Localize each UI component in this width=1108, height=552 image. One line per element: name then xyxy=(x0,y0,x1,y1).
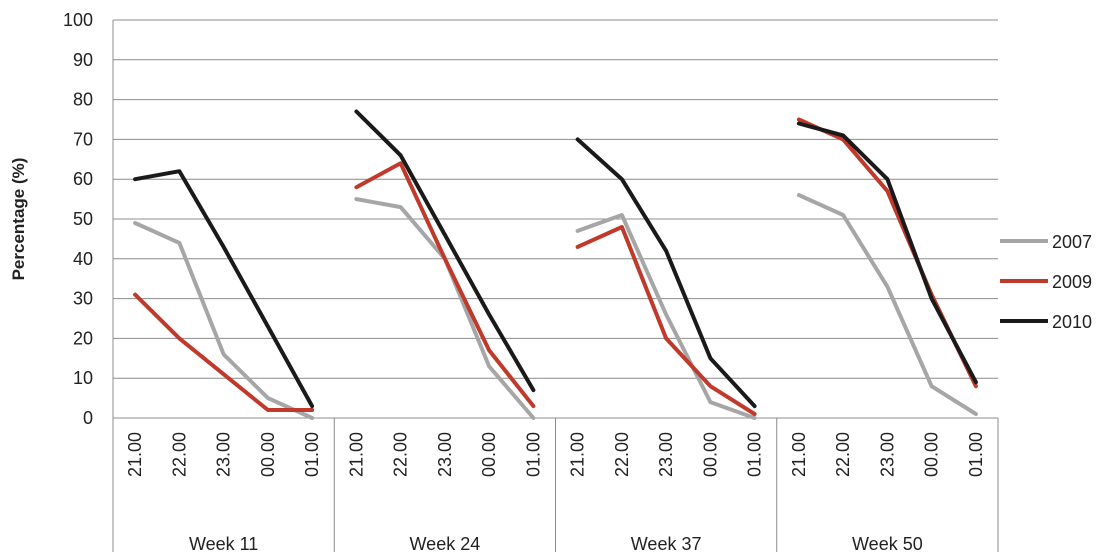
series-line-2010-group-1 xyxy=(133,169,315,409)
series-line-2010-group-2 xyxy=(354,109,536,393)
y-tick-label: 20 xyxy=(73,328,93,348)
x-tick-label: 00.00 xyxy=(479,432,499,477)
group-label: Week 50 xyxy=(852,534,923,552)
x-tick-label: 23.00 xyxy=(435,432,455,477)
x-tick-label: 01.00 xyxy=(745,432,765,477)
group-label: Week 37 xyxy=(631,534,702,552)
x-tick-label: 22.00 xyxy=(391,432,411,477)
y-tick-label: 100 xyxy=(63,10,93,30)
series-line-2009-group-4 xyxy=(796,117,978,389)
x-tick-label: 23.00 xyxy=(214,432,234,477)
y-axis-label: Percentage (%) xyxy=(9,158,28,281)
x-tick-label: 00.00 xyxy=(922,432,942,477)
gridlines xyxy=(113,19,998,419)
legend-label: 2010 xyxy=(1052,312,1092,332)
y-tick-label: 80 xyxy=(73,90,93,110)
x-tick-label: 22.00 xyxy=(612,432,632,477)
x-tick-label: 22.00 xyxy=(833,432,853,477)
group-label: Week 11 xyxy=(189,534,258,552)
y-axis: 0 10 20 30 40 50 60 70 80 90 100 xyxy=(63,10,114,428)
x-tick-label: 21.00 xyxy=(125,432,145,477)
y-tick-label: 30 xyxy=(73,289,93,309)
y-tick-label: 60 xyxy=(73,169,93,189)
y-tick-label: 10 xyxy=(73,368,93,388)
y-tick-label: 0 xyxy=(83,408,93,428)
x-tick-label: 00.00 xyxy=(700,432,720,477)
series-line-2009-group-1 xyxy=(133,292,315,412)
y-tick-label: 50 xyxy=(73,209,93,229)
series-line-2010-group-4 xyxy=(796,121,978,385)
series-line-2009-group-3 xyxy=(575,225,757,416)
x-tick-label: 21.00 xyxy=(789,432,809,477)
x-tick-label: 21.00 xyxy=(568,432,588,477)
series-lines xyxy=(133,109,978,420)
x-axis: 21.00 22.00 23.00 00.00 01.00 Week 11 21.00 22.… xyxy=(112,418,999,552)
x-tick-label: 22.00 xyxy=(169,432,189,477)
x-tick-label: 21.00 xyxy=(346,432,366,477)
legend: 2007 2009 2010 xyxy=(1000,232,1092,332)
series-line-2007-group-4 xyxy=(796,193,978,416)
x-tick-label: 01.00 xyxy=(523,432,543,477)
group-label: Week 24 xyxy=(410,534,481,552)
legend-label: 2007 xyxy=(1052,232,1092,252)
series-line-2009-group-2 xyxy=(354,161,536,409)
series-line-2010-group-3 xyxy=(575,137,757,409)
y-tick-label: 90 xyxy=(73,50,93,70)
x-tick-label: 23.00 xyxy=(656,432,676,477)
legend-label: 2009 xyxy=(1052,272,1092,292)
x-tick-label: 23.00 xyxy=(877,432,897,477)
x-tick-label: 01.00 xyxy=(302,432,322,477)
series-line-2007-group-3 xyxy=(575,213,757,420)
y-tick-label: 40 xyxy=(73,249,93,269)
y-tick-label: 70 xyxy=(73,129,93,149)
x-tick-label: 00.00 xyxy=(258,432,278,477)
series-line-2007-group-1 xyxy=(133,221,315,420)
x-tick-label: 01.00 xyxy=(966,432,986,477)
